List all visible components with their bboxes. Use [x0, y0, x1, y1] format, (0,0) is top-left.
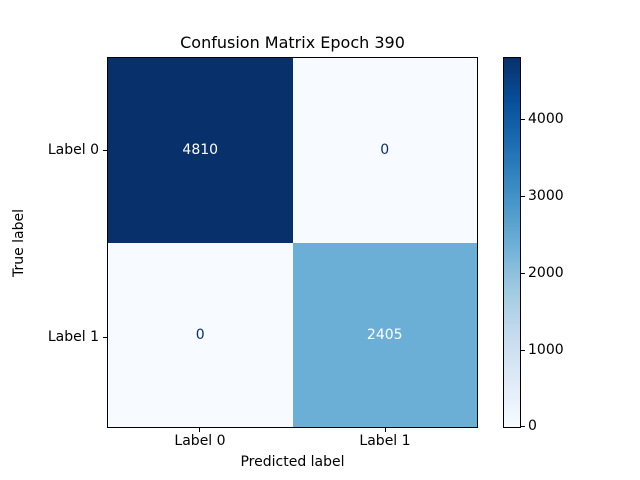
colorbar-tick-mark [521, 119, 525, 120]
x-axis-label: Predicted label [240, 454, 345, 470]
y-tick-label-1: Label 1 [47, 329, 99, 345]
heatmap-cell-true0-pred0: 4810 [108, 58, 293, 243]
y-tick-label-0: Label 0 [47, 142, 99, 158]
heatmap-cell-true1-pred0: 0 [108, 242, 293, 427]
heatmap-cell-true0-pred1: 0 [292, 58, 477, 243]
cell-value: 0 [380, 142, 390, 159]
x-tick-mark [385, 428, 386, 432]
colorbar-tick-mark [521, 426, 525, 427]
colorbar-tick-label-1000: 1000 [528, 342, 564, 358]
x-tick-label-0: Label 0 [174, 433, 226, 449]
colorbar-gradient [504, 58, 520, 427]
colorbar-tick-label-2000: 2000 [528, 265, 564, 281]
y-tick-mark [103, 150, 107, 151]
x-tick-mark [199, 428, 200, 432]
colorbar [503, 57, 521, 428]
colorbar-tick-mark [521, 350, 525, 351]
cell-value: 0 [195, 326, 205, 343]
x-tick-label-1: Label 1 [359, 433, 411, 449]
cell-value: 4810 [182, 142, 219, 159]
chart-title: Confusion Matrix Epoch 390 [180, 33, 405, 52]
heatmap-cell-true1-pred1: 2405 [292, 242, 477, 427]
y-tick-mark [103, 337, 107, 338]
cell-value: 2405 [366, 326, 403, 343]
colorbar-tick-label-3000: 3000 [528, 188, 564, 204]
y-axis-label: True label [11, 208, 27, 278]
colorbar-tick-mark [521, 196, 525, 197]
heatmap-plot: 4810 0 0 2405 [107, 57, 478, 428]
colorbar-tick-label-0: 0 [528, 418, 537, 434]
colorbar-tick-mark [521, 273, 525, 274]
colorbar-tick-label-4000: 4000 [528, 111, 564, 127]
